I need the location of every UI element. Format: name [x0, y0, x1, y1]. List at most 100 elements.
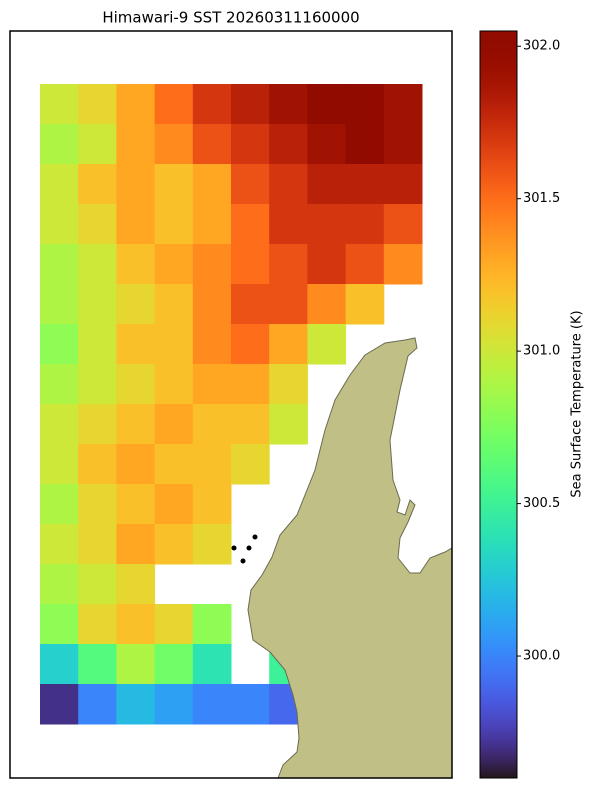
cell — [192, 324, 232, 365]
cell — [116, 364, 156, 405]
cell — [231, 204, 270, 245]
cell — [154, 164, 194, 205]
cell — [269, 204, 308, 245]
cell — [231, 364, 270, 405]
cell — [40, 364, 79, 405]
cell — [78, 324, 117, 365]
cell — [231, 84, 270, 125]
cell — [269, 324, 308, 365]
cell — [231, 684, 270, 725]
cell — [154, 284, 194, 325]
cell — [40, 204, 79, 245]
cell — [307, 244, 347, 285]
cell — [78, 124, 117, 165]
cell — [269, 364, 308, 405]
cell — [383, 164, 423, 205]
cell — [383, 244, 423, 285]
cell — [154, 84, 194, 125]
cell — [40, 284, 79, 325]
cell — [154, 484, 194, 525]
cell — [116, 444, 156, 485]
cell — [345, 244, 385, 285]
station — [231, 545, 237, 551]
colorbar-tick-label: 300.0 — [523, 649, 560, 664]
cell — [383, 124, 423, 165]
colorbar-tick-label: 301.5 — [523, 191, 560, 206]
cell — [192, 364, 232, 405]
colorbar-label: Sea Surface Temperature (K) — [570, 310, 585, 497]
colorbar-tick-label: 300.5 — [523, 496, 560, 511]
cell — [307, 324, 347, 365]
cell — [269, 404, 308, 445]
cell — [383, 204, 423, 245]
cell — [78, 684, 117, 725]
cell — [269, 244, 308, 285]
cell — [78, 84, 117, 125]
cell — [40, 164, 79, 205]
cell — [269, 164, 308, 205]
cell — [40, 604, 79, 645]
cell — [78, 444, 117, 485]
cell — [192, 284, 232, 325]
cell — [307, 284, 347, 325]
cell — [154, 364, 194, 405]
map-frame — [9, 30, 453, 779]
cell — [154, 684, 194, 725]
cell — [154, 124, 194, 165]
cell — [154, 404, 194, 445]
cell — [40, 484, 79, 525]
cell — [345, 84, 385, 125]
cell — [116, 284, 156, 325]
cell — [307, 124, 347, 165]
cell — [307, 204, 347, 245]
cell — [192, 444, 232, 485]
cell — [192, 204, 232, 245]
cell — [192, 684, 232, 725]
cell — [78, 364, 117, 405]
cell — [40, 84, 79, 125]
cell — [192, 404, 232, 445]
cell — [78, 644, 117, 685]
station — [240, 558, 246, 564]
cell — [40, 404, 79, 445]
cell — [154, 524, 194, 565]
cell — [116, 324, 156, 365]
cell — [116, 604, 156, 645]
cell — [269, 284, 308, 325]
cell — [116, 244, 156, 285]
cell — [154, 244, 194, 285]
cell — [78, 404, 117, 445]
cell — [116, 524, 156, 565]
cell — [345, 284, 385, 325]
cell — [116, 644, 156, 685]
cell — [78, 524, 117, 565]
cell — [231, 404, 270, 445]
cell — [192, 124, 232, 165]
cell — [345, 164, 385, 205]
cell — [116, 84, 156, 125]
cell — [78, 604, 117, 645]
cell — [231, 284, 270, 325]
cell — [116, 124, 156, 165]
cell — [78, 564, 117, 605]
cell — [154, 604, 194, 645]
station-markers — [231, 534, 258, 564]
cell — [116, 204, 156, 245]
colorbar — [479, 30, 518, 779]
cell — [78, 284, 117, 325]
cell — [192, 524, 232, 565]
cell — [345, 124, 385, 165]
cell — [345, 204, 385, 245]
cell — [307, 164, 347, 205]
cell — [192, 84, 232, 125]
cell — [231, 244, 270, 285]
station — [246, 545, 252, 551]
cell — [269, 124, 308, 165]
cell — [116, 164, 156, 205]
cell — [78, 244, 117, 285]
colorbar-tick-label: 302.0 — [523, 39, 560, 54]
cell — [78, 204, 117, 245]
land — [247, 337, 453, 779]
